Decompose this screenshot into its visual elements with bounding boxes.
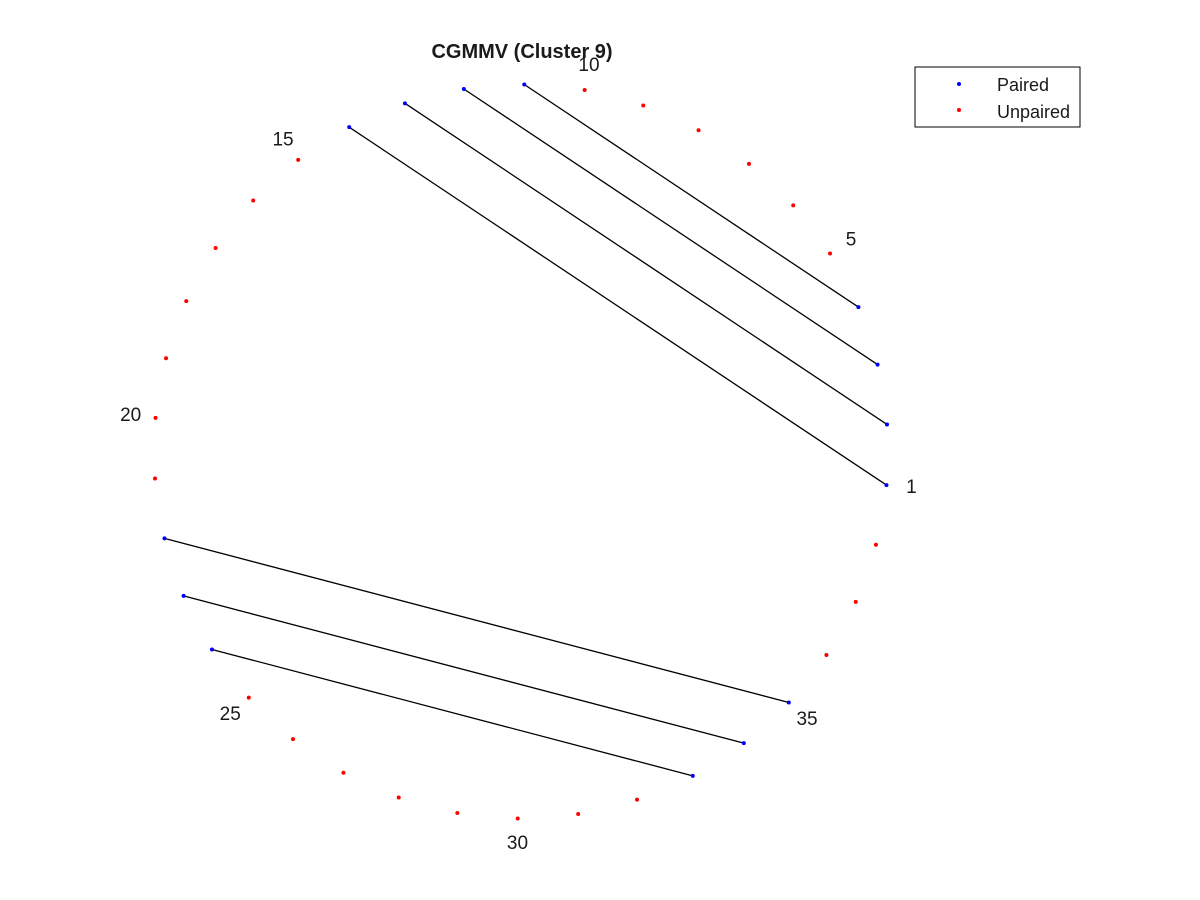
unpaired-point-21 — [152, 476, 157, 481]
legend-unpaired-marker — [957, 108, 961, 112]
paired-point-1 — [884, 483, 889, 488]
legend-box — [914, 66, 1081, 128]
paired-point-22 — [162, 536, 167, 541]
unpaired-point-31 — [576, 812, 581, 817]
position-label-20: 20 — [120, 405, 141, 426]
paired-point-14 — [347, 125, 352, 130]
unpaired-point-10 — [582, 88, 587, 93]
unpaired-point-18 — [184, 299, 189, 304]
unpaired-point-7 — [747, 161, 752, 166]
paired-point-4 — [856, 305, 861, 310]
pair-lines — [164, 83, 888, 777]
paired-point-12 — [461, 86, 466, 91]
unpaired-point-15 — [296, 157, 301, 162]
paired-point-34 — [741, 741, 746, 746]
pair-line-3-12 — [463, 88, 878, 366]
legend: Paired Unpaired — [914, 66, 1081, 128]
paired-point-3 — [875, 362, 880, 367]
unpaired-point-6 — [791, 203, 796, 208]
position-label-25: 25 — [220, 704, 241, 725]
unpaired-point-9 — [641, 103, 646, 108]
unpaired-point-36 — [824, 652, 829, 657]
unpaired-point-32 — [635, 797, 640, 802]
position-label-5: 5 — [846, 230, 857, 251]
unpaired-point-29 — [455, 810, 460, 815]
unpaired-point-30 — [515, 816, 520, 821]
pair-line-23-34 — [183, 595, 744, 744]
unpaired-point-17 — [213, 246, 218, 251]
position-label-30: 30 — [507, 833, 528, 854]
legend-paired-label: Paired — [997, 75, 1049, 95]
paired-point-33 — [690, 773, 695, 778]
pair-line-22-35 — [164, 537, 789, 704]
paired-point-13 — [402, 101, 407, 106]
pair-line-2-13 — [404, 102, 888, 426]
unpaired-point-5 — [828, 251, 833, 256]
unpaired-point-25 — [246, 695, 251, 700]
pair-line-4-11 — [523, 83, 859, 308]
unpaired-point-27 — [341, 770, 346, 775]
paired-point-24 — [209, 647, 214, 652]
legend-paired-marker — [957, 82, 961, 86]
unpaired-point-16 — [251, 198, 256, 203]
paired-point-35 — [786, 700, 791, 705]
unpaired-point-20 — [153, 415, 158, 420]
unpaired-point-37 — [853, 599, 858, 604]
position-label-10: 10 — [578, 55, 599, 76]
position-label-15: 15 — [272, 130, 293, 151]
unpaired-point-8 — [696, 128, 701, 133]
position-label-35: 35 — [796, 709, 817, 730]
unpaired-point-26 — [290, 737, 295, 742]
pair-line-24-33 — [211, 648, 693, 777]
unpaired-point-28 — [396, 795, 401, 800]
legend-unpaired-label: Unpaired — [997, 102, 1070, 122]
pair-line-1-14 — [348, 126, 887, 486]
paired-point-2 — [885, 422, 890, 427]
nucleotide-points — [152, 82, 890, 821]
unpaired-point-19 — [164, 356, 169, 361]
unpaired-point-38 — [873, 542, 878, 547]
paired-point-11 — [522, 82, 527, 87]
paired-point-23 — [181, 593, 186, 598]
chart-title: CGMMV (Cluster 9) — [431, 41, 612, 63]
position-label-1: 1 — [906, 477, 917, 498]
